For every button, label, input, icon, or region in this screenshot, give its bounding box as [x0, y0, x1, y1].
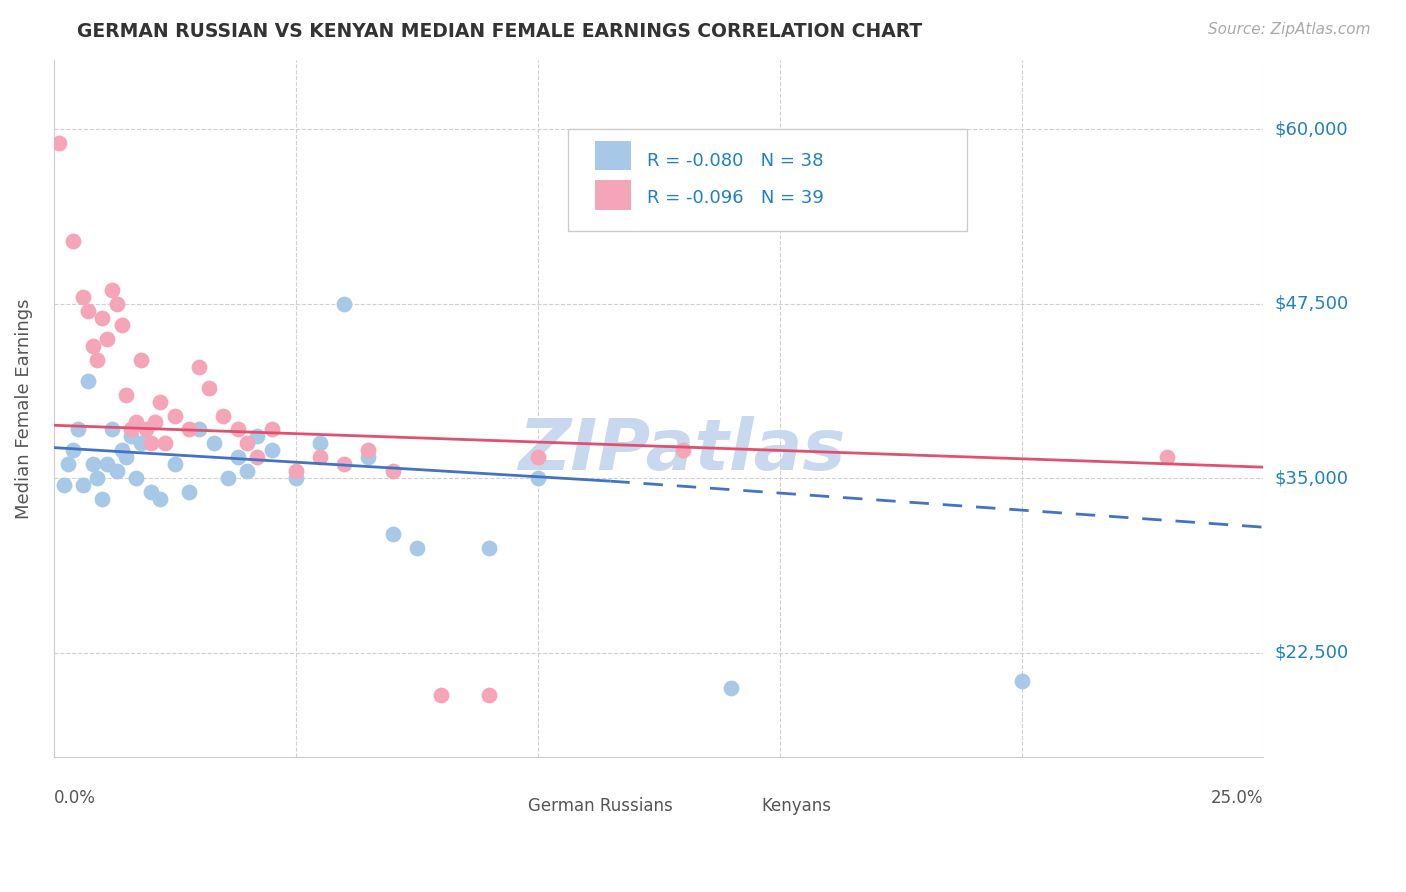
- Point: [381, 527, 404, 541]
- Point: [236, 464, 259, 478]
- Point: [110, 318, 132, 332]
- Point: [135, 422, 157, 436]
- Point: [82, 458, 104, 472]
- Point: [62, 234, 84, 248]
- Text: Kenyans: Kenyans: [762, 797, 831, 815]
- Point: [101, 283, 124, 297]
- Text: GERMAN RUSSIAN VS KENYAN MEDIAN FEMALE EARNINGS CORRELATION CHART: GERMAN RUSSIAN VS KENYAN MEDIAN FEMALE E…: [77, 22, 922, 41]
- Point: [105, 297, 128, 311]
- Point: [86, 471, 108, 485]
- Text: 25.0%: 25.0%: [1211, 789, 1264, 807]
- Point: [333, 297, 356, 311]
- Point: [226, 450, 249, 465]
- FancyBboxPatch shape: [595, 180, 631, 210]
- Point: [76, 303, 98, 318]
- Point: [188, 359, 211, 374]
- Text: $60,000: $60,000: [1275, 120, 1348, 138]
- Point: [91, 310, 114, 325]
- Point: [139, 485, 162, 500]
- Point: [212, 409, 235, 423]
- Point: [381, 464, 404, 478]
- Point: [149, 492, 172, 507]
- Point: [163, 409, 186, 423]
- FancyBboxPatch shape: [568, 129, 967, 230]
- FancyBboxPatch shape: [595, 141, 631, 169]
- Point: [720, 681, 742, 695]
- Point: [478, 541, 501, 555]
- Point: [246, 429, 269, 443]
- Point: [145, 416, 167, 430]
- Text: Source: ZipAtlas.com: Source: ZipAtlas.com: [1208, 22, 1371, 37]
- Point: [226, 422, 249, 436]
- Text: R = -0.096   N = 39: R = -0.096 N = 39: [647, 189, 824, 207]
- Point: [246, 450, 269, 465]
- Text: $47,500: $47,500: [1275, 295, 1348, 313]
- Point: [284, 471, 307, 485]
- Point: [96, 332, 118, 346]
- Point: [120, 429, 142, 443]
- Point: [62, 443, 84, 458]
- Point: [52, 478, 75, 492]
- Point: [120, 422, 142, 436]
- FancyBboxPatch shape: [489, 801, 516, 818]
- Point: [217, 471, 239, 485]
- Text: German Russians: German Russians: [529, 797, 672, 815]
- Point: [72, 478, 94, 492]
- Point: [86, 352, 108, 367]
- Point: [478, 688, 501, 702]
- Point: [333, 458, 356, 472]
- Point: [153, 436, 176, 450]
- Point: [91, 492, 114, 507]
- Point: [66, 422, 89, 436]
- Point: [357, 450, 380, 465]
- Point: [72, 290, 94, 304]
- Text: R = -0.080   N = 38: R = -0.080 N = 38: [647, 152, 823, 169]
- Y-axis label: Median Female Earnings: Median Female Earnings: [15, 298, 32, 519]
- Text: $35,000: $35,000: [1275, 469, 1348, 487]
- Point: [405, 541, 427, 555]
- Point: [260, 443, 283, 458]
- Point: [357, 443, 380, 458]
- Point: [197, 381, 219, 395]
- Point: [526, 471, 548, 485]
- Point: [82, 339, 104, 353]
- Point: [139, 436, 162, 450]
- Point: [115, 387, 138, 401]
- Text: ZIPatlas: ZIPatlas: [519, 416, 846, 485]
- Text: 0.0%: 0.0%: [53, 789, 96, 807]
- Point: [110, 443, 132, 458]
- Point: [236, 436, 259, 450]
- Point: [188, 422, 211, 436]
- Point: [1011, 673, 1033, 688]
- Point: [672, 443, 695, 458]
- Point: [179, 485, 201, 500]
- Point: [202, 436, 225, 450]
- Point: [284, 464, 307, 478]
- Point: [179, 422, 201, 436]
- Point: [260, 422, 283, 436]
- Point: [309, 436, 332, 450]
- Point: [101, 422, 124, 436]
- Point: [125, 471, 148, 485]
- Point: [1156, 450, 1178, 465]
- Point: [96, 458, 118, 472]
- Point: [526, 450, 548, 465]
- Point: [163, 458, 186, 472]
- Point: [48, 136, 70, 151]
- Point: [58, 458, 80, 472]
- Point: [309, 450, 332, 465]
- Point: [105, 464, 128, 478]
- Point: [129, 436, 152, 450]
- Point: [115, 450, 138, 465]
- Point: [76, 374, 98, 388]
- Point: [129, 352, 152, 367]
- FancyBboxPatch shape: [725, 801, 752, 818]
- Point: [125, 416, 148, 430]
- Point: [149, 394, 172, 409]
- Text: $22,500: $22,500: [1275, 644, 1348, 662]
- Point: [430, 688, 453, 702]
